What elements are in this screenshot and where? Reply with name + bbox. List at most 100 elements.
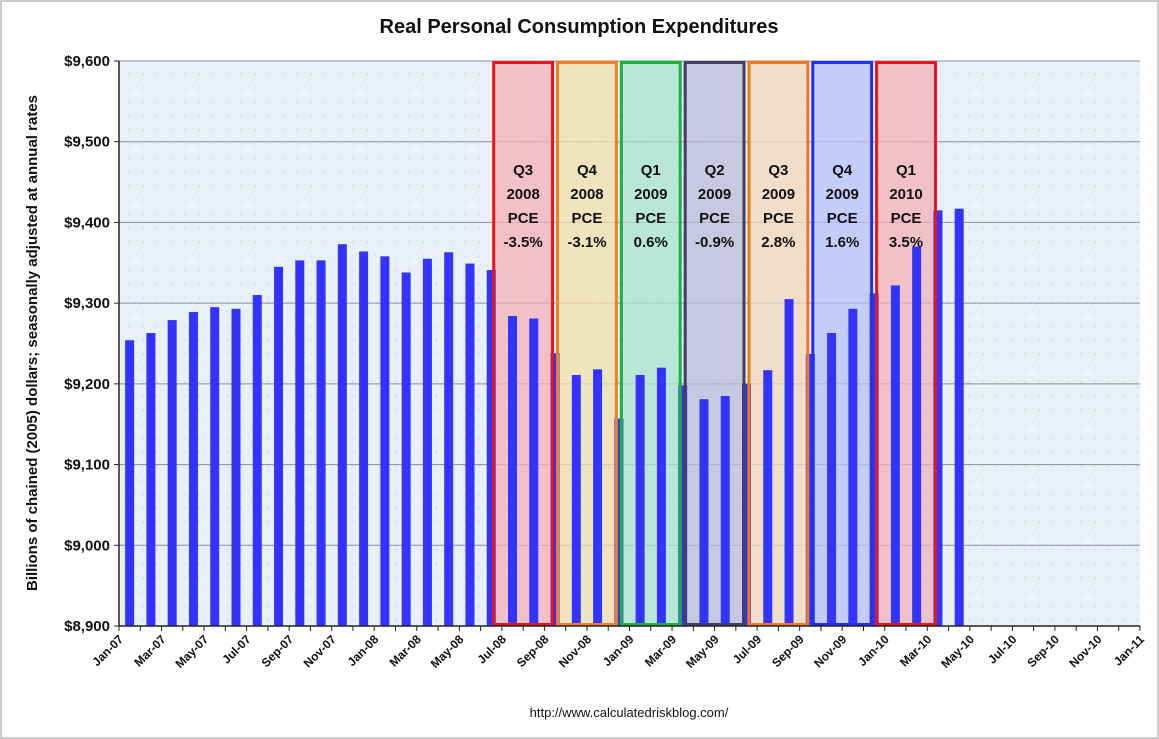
bar <box>146 333 156 626</box>
y-tick-label: $9,300 <box>64 295 110 312</box>
bar <box>869 293 879 626</box>
y-tick-label: $9,000 <box>64 537 110 554</box>
bar <box>635 374 645 626</box>
bar <box>252 295 262 626</box>
bar <box>188 312 198 626</box>
quarter-annotation-text: PCE <box>891 210 922 227</box>
quarter-band <box>492 61 555 626</box>
bar <box>529 318 539 626</box>
quarter-annotation-text: 2009 <box>634 186 667 203</box>
quarter-annotation-text: 0.6% <box>634 234 668 251</box>
bar <box>848 308 858 626</box>
quarter-annotation-text: Q3 <box>768 162 788 179</box>
quarter-annotation-text: 3.5% <box>889 234 923 251</box>
bar <box>699 399 709 626</box>
bar <box>486 270 496 626</box>
quarter-outline <box>875 61 937 626</box>
quarter-annotation-text: -3.1% <box>567 234 606 251</box>
quarter-band <box>875 61 937 626</box>
bar <box>571 374 581 626</box>
quarter-annotation-text: PCE <box>827 210 858 227</box>
quarter-annotation-text: 2009 <box>826 186 859 203</box>
bar <box>741 383 751 626</box>
quarter-annotation-text: Q1 <box>896 162 916 179</box>
bar <box>316 260 326 626</box>
bar <box>890 285 900 626</box>
quarter-highlights <box>492 61 937 626</box>
bar <box>444 252 454 627</box>
quarter-annotation-text: 2009 <box>698 186 731 203</box>
y-tick-label: $8,900 <box>64 618 110 635</box>
quarter-band <box>683 61 746 626</box>
y-axis-label: Billions of chained (2005) dollars; seas… <box>24 95 41 591</box>
bar <box>508 316 518 626</box>
bar <box>656 367 666 626</box>
chart-title: Real Personal Consumption Expenditures <box>380 16 779 38</box>
bar <box>295 260 305 626</box>
bar <box>678 385 688 626</box>
quarter-outlines <box>492 61 937 626</box>
bar <box>720 395 730 626</box>
bar <box>359 251 369 626</box>
quarter-annotation-text: PCE <box>763 210 794 227</box>
quarter-annotation-text: Q2 <box>705 162 725 179</box>
y-tick-label: $9,200 <box>64 376 110 393</box>
bar <box>210 307 220 626</box>
bar <box>784 299 794 626</box>
bar <box>550 353 560 626</box>
quarter-annotation-text: PCE <box>508 210 539 227</box>
quarter-annotation-text: 1.6% <box>825 234 859 251</box>
quarter-annotation-text: PCE <box>635 210 666 227</box>
bar <box>380 256 390 626</box>
quarter-annotation-text: 2010 <box>889 186 922 203</box>
quarter-annotation-text: -3.5% <box>504 234 543 251</box>
bars <box>125 208 964 627</box>
bar <box>763 370 773 626</box>
source-url: http://www.calculatedriskblog.com/ <box>530 705 729 720</box>
quarter-outline <box>683 61 746 626</box>
quarter-outline <box>747 61 810 626</box>
bar <box>125 340 135 626</box>
bar <box>614 418 624 626</box>
bar <box>912 246 922 626</box>
y-tick-label: $9,400 <box>64 214 110 231</box>
bar <box>274 266 284 626</box>
bar <box>465 263 475 626</box>
bar <box>954 208 964 626</box>
quarter-outline <box>492 61 555 626</box>
quarter-band <box>747 61 810 626</box>
bar <box>401 272 411 626</box>
y-tick-label: $9,500 <box>64 134 110 151</box>
quarter-annotation-text: PCE <box>572 210 603 227</box>
quarter-annotation-text: 2008 <box>570 186 603 203</box>
quarter-annotation-text: PCE <box>699 210 730 227</box>
quarter-annotation-text: 2008 <box>506 186 539 203</box>
bar <box>422 258 432 626</box>
quarter-band <box>556 61 618 626</box>
bar <box>933 210 943 627</box>
bar <box>827 333 837 626</box>
bar <box>805 353 815 626</box>
bar <box>167 320 177 626</box>
quarter-outline <box>556 61 618 626</box>
y-axis-ticks: $8,900 $9,000 $9,100 $9,200 $9,300 $9,400 $9,5… <box>64 53 119 635</box>
y-tick-label: $9,100 <box>64 457 110 474</box>
quarter-outline <box>811 61 874 626</box>
quarter-band <box>811 61 874 626</box>
bar <box>593 369 603 626</box>
bar <box>231 308 241 626</box>
bar <box>337 244 347 626</box>
quarter-annotation-text: Q4 <box>577 162 598 179</box>
quarter-annotation-text: Q3 <box>513 162 533 179</box>
quarter-annotation-text: Q4 <box>832 162 853 179</box>
quarter-outline <box>619 61 682 626</box>
quarter-annotations: Q3 2008 PCE -3.5% Q4 2008 PCE -3.1% Q1 2009 PCE 0.6… <box>504 162 924 251</box>
quarter-band <box>619 61 682 626</box>
quarter-annotation-text: 2.8% <box>761 234 795 251</box>
quarter-annotation-text: Q1 <box>641 162 661 179</box>
y-tick-label: $9,600 <box>64 53 110 70</box>
quarter-annotation-text: 2009 <box>762 186 795 203</box>
quarter-annotation-text: -0.9% <box>695 234 734 251</box>
